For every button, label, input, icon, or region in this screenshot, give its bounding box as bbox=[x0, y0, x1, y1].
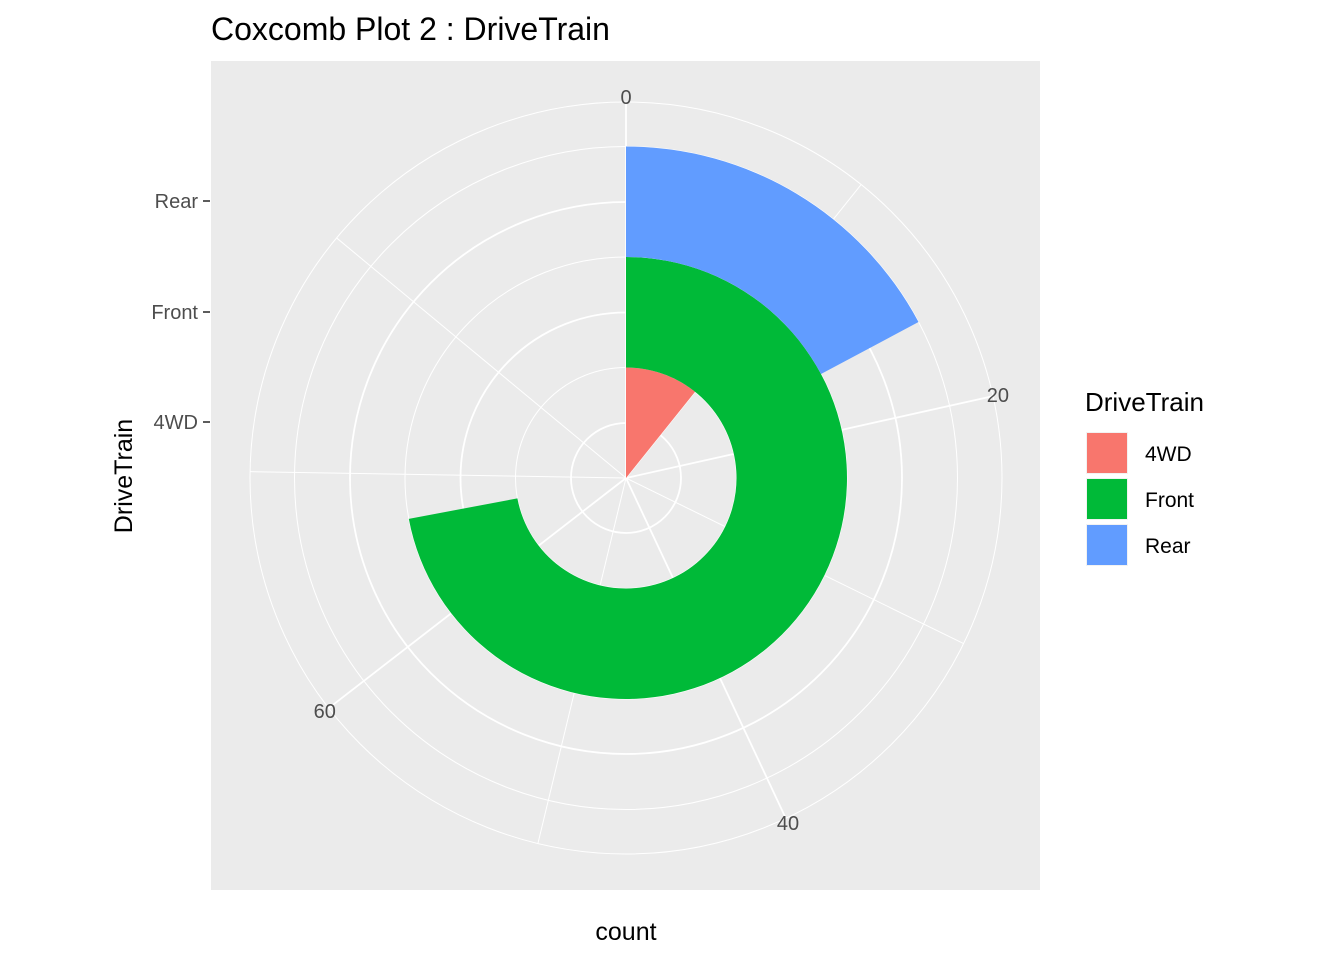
legend-swatch-front bbox=[1087, 479, 1127, 519]
legend-label: Front bbox=[1145, 489, 1194, 512]
x-axis-title: count bbox=[595, 918, 656, 946]
legend-swatch-rear bbox=[1087, 525, 1127, 565]
y-tick-label: Front bbox=[151, 302, 198, 324]
theta-tick-label: 60 bbox=[314, 701, 336, 723]
legend-title: DriveTrain bbox=[1085, 387, 1204, 417]
grid-spoke bbox=[250, 471, 627, 479]
theta-tick-label: 40 bbox=[777, 813, 799, 835]
legend-swatch-4wd bbox=[1087, 433, 1127, 473]
y-axis-title: DriveTrain bbox=[110, 419, 138, 533]
y-tick-label: Rear bbox=[155, 191, 199, 213]
legend: DriveTrain 4WD Front Rear bbox=[1085, 387, 1204, 566]
theta-tick-labels: 0 20 40 60 bbox=[314, 87, 1009, 835]
bar-rear bbox=[626, 146, 919, 375]
theta-tick-label: 20 bbox=[987, 385, 1009, 407]
y-axis: 4WD Front Rear bbox=[151, 191, 210, 434]
grid-spoke bbox=[336, 237, 627, 479]
theta-tick-label: 0 bbox=[620, 87, 631, 109]
y-tick-label: 4WD bbox=[154, 412, 198, 434]
bar-front bbox=[408, 257, 848, 699]
legend-label: Rear bbox=[1145, 535, 1191, 558]
bar-4wd bbox=[626, 367, 696, 478]
chart-title: Coxcomb Plot 2 : DriveTrain bbox=[211, 11, 610, 47]
bars bbox=[408, 146, 919, 699]
legend-label: 4WD bbox=[1145, 443, 1192, 466]
